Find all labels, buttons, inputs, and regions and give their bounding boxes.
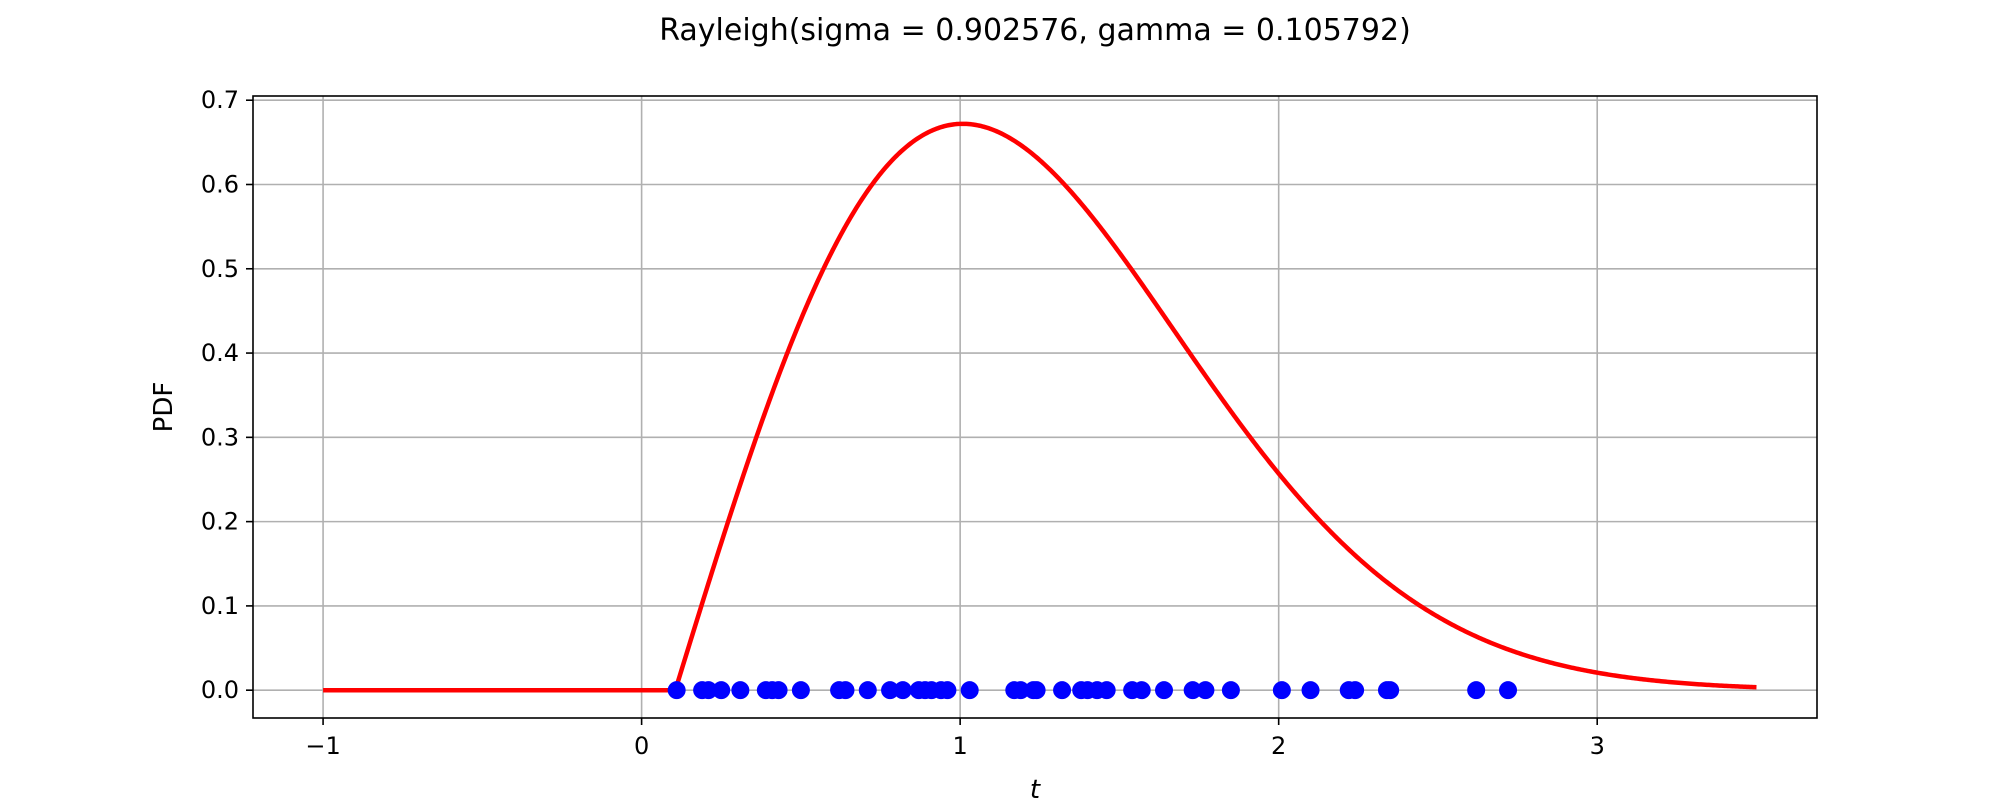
x-axis-label: t	[1030, 775, 1041, 800]
sample-point	[881, 681, 900, 700]
y-tick-label: 0.7	[201, 86, 239, 114]
y-tick-label: 0.5	[201, 255, 239, 283]
y-tick-label: 0.4	[201, 339, 239, 367]
sample-point	[1272, 681, 1291, 700]
y-tick-label: 0.6	[201, 170, 239, 198]
sample-point	[1011, 681, 1030, 700]
y-tick-label: 0.0	[201, 676, 239, 704]
pdf-curve	[322, 121, 1758, 693]
x-tick-label: 0	[634, 732, 649, 760]
y-tick-label: 0.3	[201, 423, 239, 451]
x-tick-label: −1	[305, 732, 340, 760]
x-tick-label: 3	[1590, 732, 1605, 760]
pdf-curve-layer	[322, 121, 1758, 693]
sample-point	[1467, 681, 1486, 700]
sample-point	[769, 681, 788, 700]
sample-point	[1221, 681, 1240, 700]
x-tick-label: 2	[1271, 732, 1286, 760]
chart-title: Rayleigh(sigma = 0.902576, gamma = 0.105…	[659, 13, 1411, 48]
sample-point	[1183, 681, 1202, 700]
sample-point	[858, 681, 877, 700]
sample-point	[791, 681, 810, 700]
sample-point	[1155, 681, 1174, 700]
sample-point	[1196, 681, 1215, 700]
grid	[253, 96, 1817, 718]
plot-frame	[252, 95, 1818, 719]
sample-points-layer	[667, 681, 1518, 700]
y-axis-label: PDF	[149, 382, 179, 433]
x-tick-label: 1	[953, 732, 968, 760]
sample-point	[1381, 681, 1400, 700]
sample-point	[731, 681, 750, 700]
sample-point	[960, 681, 979, 700]
sample-point	[836, 681, 855, 700]
ticks: −1 0 1 2 3 0.0 0.1 0.2 0.3 0.4 0.5 0.6 0.7	[201, 86, 1605, 760]
sample-point	[1027, 681, 1046, 700]
y-tick-label: 0.1	[201, 592, 239, 620]
y-tick-label: 0.2	[201, 508, 239, 536]
sample-point	[1301, 681, 1320, 700]
sample-point	[1499, 681, 1518, 700]
sample-point	[893, 681, 912, 700]
sample-point	[667, 681, 686, 700]
sample-point	[712, 681, 731, 700]
sample-point	[938, 681, 957, 700]
sample-point	[1097, 681, 1116, 700]
sample-point	[1053, 681, 1072, 700]
sample-point	[1132, 681, 1151, 700]
sample-point	[699, 681, 718, 700]
sample-point	[1346, 681, 1365, 700]
